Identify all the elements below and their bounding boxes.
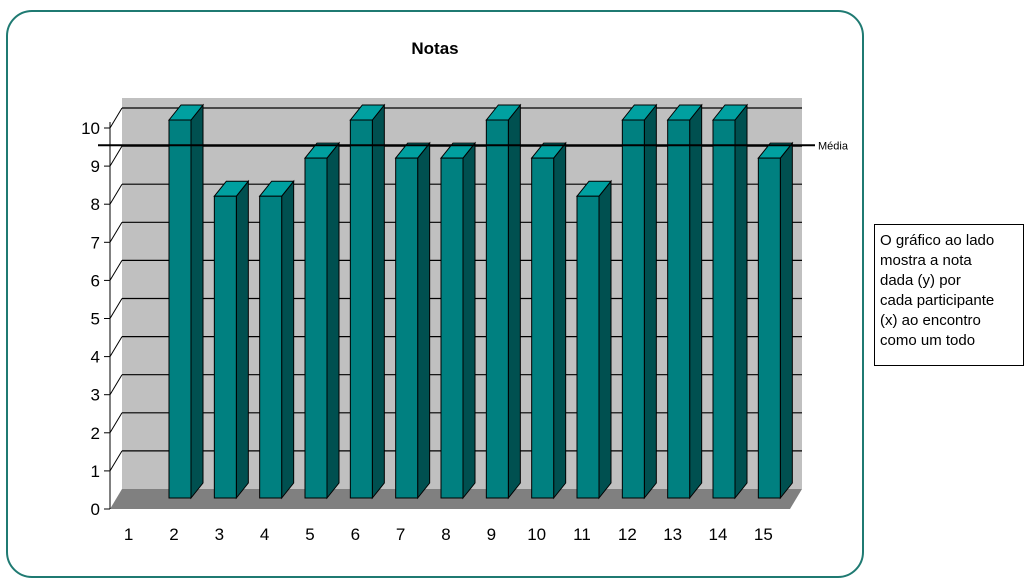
bar-side (643, 103, 657, 500)
chart-title: Notas (411, 39, 458, 58)
y-tick-label: 4 (91, 348, 100, 367)
gridline-side (109, 222, 123, 243)
x-tick-label: 14 (709, 525, 728, 544)
x-tick-label: 11 (573, 525, 591, 544)
bar-front (440, 157, 464, 499)
y-tick-label: 1 (91, 462, 100, 481)
gridline-side (109, 107, 123, 129)
bar-front (531, 157, 555, 499)
y-tick-label: 7 (91, 233, 100, 252)
bar (485, 103, 522, 500)
gridline-side (109, 298, 123, 319)
x-tick-labels: 1 2 3 4 5 6 7 8 9 10 11 12 13 14 15 (124, 525, 773, 544)
bar (394, 141, 431, 500)
bar-front (485, 119, 509, 499)
bar (439, 141, 477, 500)
bar-front (213, 195, 237, 499)
bar-side (326, 141, 340, 500)
average-line-label: Média (818, 140, 849, 152)
x-tick-label: 10 (527, 525, 546, 544)
x-tick-label: 12 (618, 525, 637, 544)
gridline-side (109, 450, 123, 472)
bar-front (259, 195, 283, 499)
x-tick-label: 3 (215, 525, 224, 544)
bar-front (395, 157, 419, 499)
bar-front (621, 119, 645, 499)
gridline-side (109, 374, 123, 395)
bar-side (235, 179, 249, 500)
gridline-side (109, 145, 123, 167)
y-tick-labels: 0 1 2 3 4 5 6 7 8 9 10 (81, 119, 110, 519)
bar-front (757, 157, 781, 499)
bar-side (734, 103, 748, 500)
bar-side (462, 141, 476, 500)
bar (349, 103, 386, 500)
y-tick-label: 5 (91, 310, 100, 329)
bar-side (553, 141, 567, 500)
gridline-side (109, 183, 123, 205)
x-tick-label: 4 (260, 525, 269, 544)
x-tick-label: 5 (305, 525, 314, 544)
gridline-side (109, 336, 123, 357)
x-tick-label: 8 (441, 525, 450, 544)
bar-front (712, 119, 736, 499)
bars (167, 103, 794, 500)
bar (575, 179, 613, 500)
chart-description-note: O gráfico ao lado mostra a nota dada (y)… (874, 224, 1024, 366)
bar-side (417, 141, 431, 500)
x-tick-label: 6 (351, 525, 360, 544)
gridline-side (109, 260, 123, 281)
bar (530, 141, 567, 500)
bar-front (349, 119, 373, 499)
bar-front (667, 119, 691, 499)
bar (711, 103, 749, 500)
x-tick-label: 13 (663, 525, 682, 544)
y-tick-label: 10 (81, 119, 100, 138)
x-tick-label: 7 (396, 525, 405, 544)
y-tick-label: 6 (91, 271, 100, 290)
x-tick-label: 2 (169, 525, 178, 544)
bar (757, 141, 794, 500)
bar (167, 103, 205, 500)
x-tick-label: 9 (487, 525, 496, 544)
y-tick-label: 3 (91, 386, 100, 405)
y-tick-label: 2 (91, 424, 100, 443)
bar-front (576, 195, 600, 499)
bar-front (304, 157, 328, 499)
bar-side (190, 103, 204, 500)
bar-side (281, 179, 295, 500)
bar (666, 103, 703, 500)
bar-side (371, 103, 385, 500)
bar (621, 103, 658, 500)
bar (258, 179, 295, 500)
bar-side (507, 103, 521, 500)
bar (303, 141, 341, 500)
bar-side (779, 141, 793, 500)
x-tick-label: 1 (124, 525, 133, 544)
gridline-side (109, 412, 123, 434)
y-tick-label: 9 (91, 157, 100, 176)
y-tick-label: 8 (91, 195, 100, 214)
bar (213, 179, 250, 500)
y-tick-label: 0 (91, 500, 100, 519)
x-tick-label: 15 (754, 525, 773, 544)
bar-side (598, 179, 612, 500)
bar-side (689, 103, 703, 500)
bar-front (168, 119, 192, 499)
